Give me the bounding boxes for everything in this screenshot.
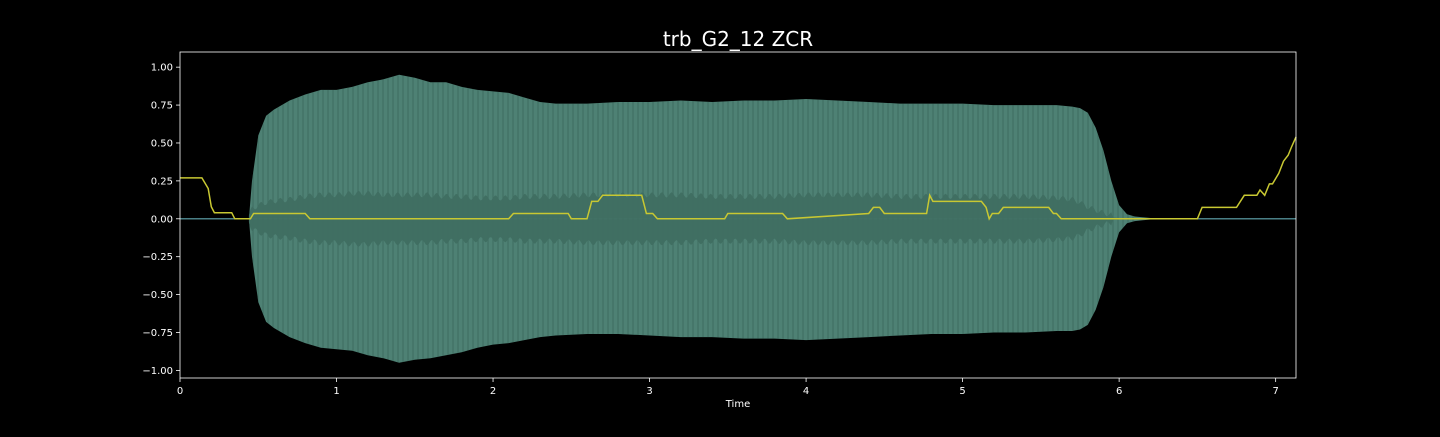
y-tick-label: −1.00 [142,366,173,377]
y-tick-label: −0.25 [142,252,173,263]
x-tick-label: 4 [803,386,809,397]
x-tick-label: 5 [959,386,965,397]
x-tick-label: 2 [490,386,496,397]
y-tick-label: 0.25 [151,176,173,187]
x-tick-label: 7 [1272,386,1278,397]
x-tick-label: 1 [333,386,339,397]
axes: 0 1 2 3 4 5 6 7 1.00 0.75 0.50 0.25 0.00 −0.25 −0.50 −0… [142,51,1297,397]
x-tick-label: 3 [646,386,652,397]
y-tick-label: 0.75 [151,101,173,112]
chart-title: trb_G2_12 ZCR [663,27,813,51]
x-axis-label: Time [725,399,750,410]
y-tick-label: 0.50 [151,138,173,149]
y-tick-label: 0.00 [151,214,173,225]
y-tick-label: −0.50 [142,290,173,301]
y-tick-label: 1.00 [151,63,173,74]
axes-frame [179,51,1297,379]
y-tick-label: −0.75 [142,328,173,339]
x-tick-label: 0 [177,386,183,397]
x-tick-label: 6 [1116,386,1122,397]
zcr-line [180,136,1297,221]
